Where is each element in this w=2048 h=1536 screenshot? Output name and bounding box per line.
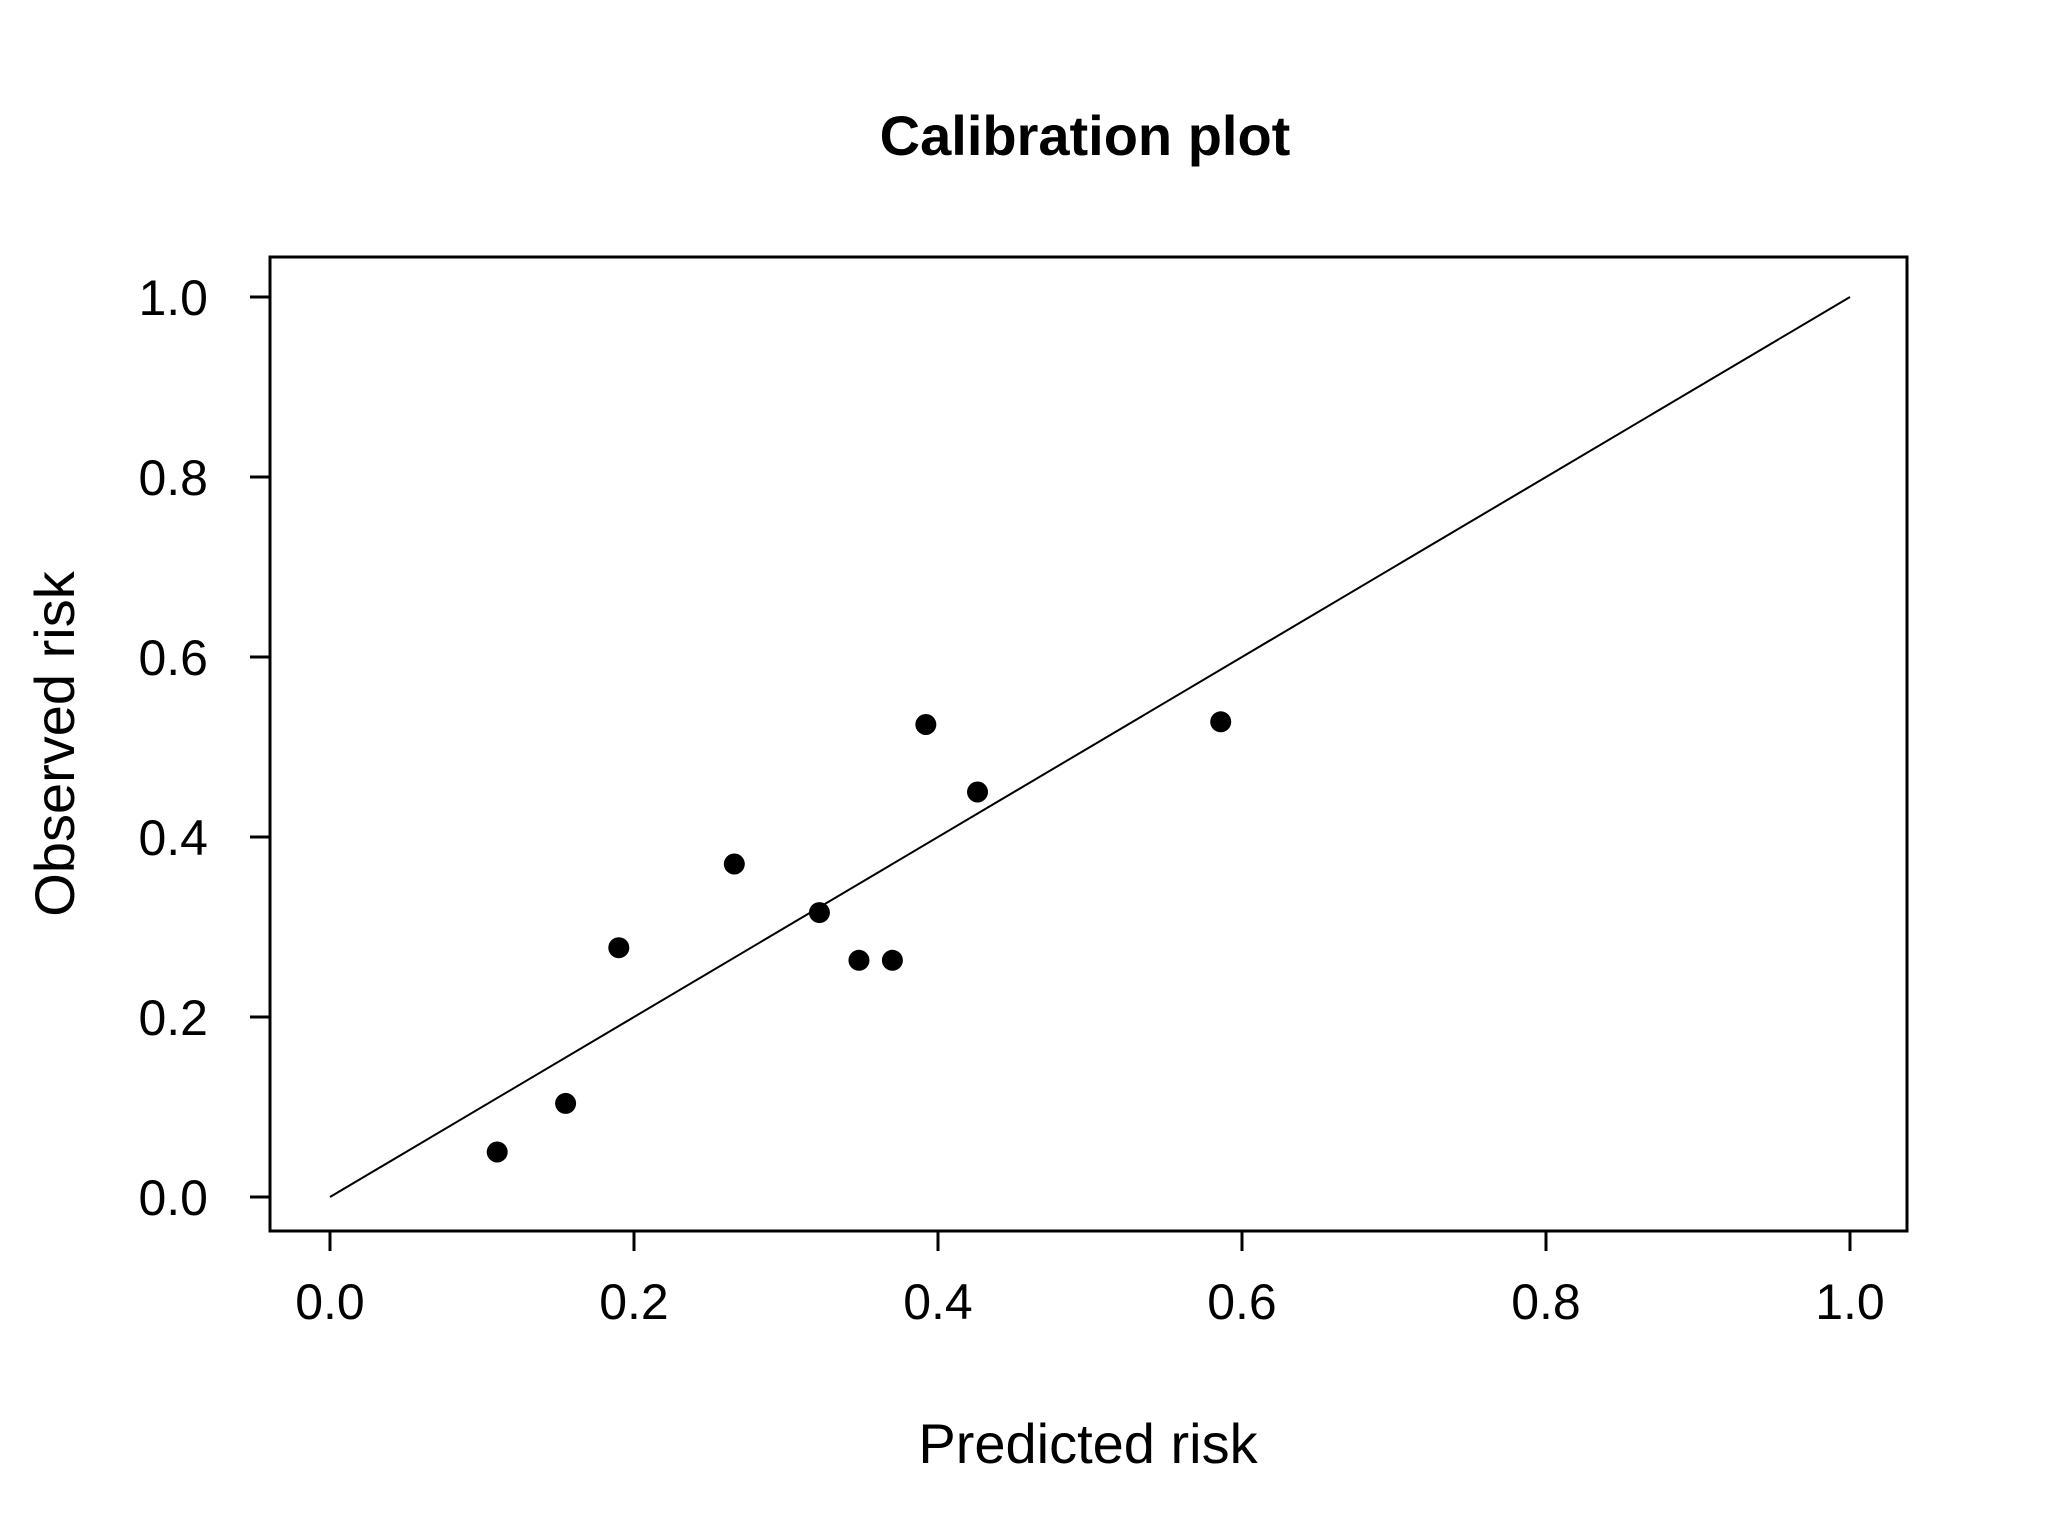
x-tick-label: 1.0 bbox=[1815, 1274, 1885, 1330]
data-point bbox=[808, 902, 830, 924]
x-tick-label: 0.2 bbox=[599, 1274, 669, 1330]
data-point bbox=[486, 1141, 508, 1163]
chart-title: Calibration plot bbox=[880, 104, 1291, 167]
data-points bbox=[486, 711, 1232, 1163]
x-tick-label: 0.4 bbox=[903, 1274, 973, 1330]
y-tick-label: 0.6 bbox=[138, 630, 208, 686]
y-tick-label: 0.0 bbox=[138, 1170, 208, 1226]
data-point bbox=[915, 714, 937, 735]
x-axis: 0.0 0.2 0.4 0.6 0.8 1.0 bbox=[295, 1229, 1885, 1330]
data-point bbox=[555, 1092, 577, 1114]
y-tick-label: 0.4 bbox=[138, 810, 208, 866]
y-axis: 0.0 0.2 0.4 0.6 0.8 1.0 bbox=[138, 270, 272, 1226]
data-point bbox=[723, 853, 745, 875]
plot-frame bbox=[268, 255, 1909, 1233]
reference-line bbox=[329, 296, 1851, 1198]
x-tick-label: 0.0 bbox=[295, 1274, 365, 1330]
x-axis-label: Predicted risk bbox=[918, 1412, 1258, 1475]
x-tick-label: 0.8 bbox=[1511, 1274, 1581, 1330]
data-point bbox=[881, 949, 903, 971]
data-point bbox=[1210, 711, 1232, 733]
y-tick-label: 1.0 bbox=[138, 270, 208, 326]
data-point bbox=[848, 949, 870, 971]
y-tick-label: 0.2 bbox=[138, 990, 208, 1046]
y-tick-label: 0.8 bbox=[138, 450, 208, 506]
x-tick-label: 0.6 bbox=[1207, 1274, 1277, 1330]
data-point bbox=[967, 781, 989, 803]
data-point bbox=[608, 937, 630, 959]
y-axis-label: Observed risk bbox=[23, 570, 86, 916]
